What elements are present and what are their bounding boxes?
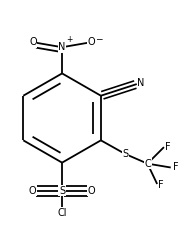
Text: −: − bbox=[95, 34, 103, 43]
Text: C: C bbox=[145, 159, 151, 169]
Text: F: F bbox=[173, 163, 179, 173]
Text: N: N bbox=[137, 78, 145, 88]
Text: S: S bbox=[59, 186, 65, 196]
Text: N: N bbox=[58, 42, 66, 52]
Text: O: O bbox=[88, 37, 96, 47]
Text: F: F bbox=[165, 142, 171, 152]
Text: O: O bbox=[88, 186, 96, 196]
Text: F: F bbox=[158, 180, 164, 190]
Text: +: + bbox=[66, 35, 73, 44]
Text: O: O bbox=[29, 186, 36, 196]
Text: S: S bbox=[123, 149, 129, 159]
Text: O: O bbox=[29, 37, 37, 47]
Text: Cl: Cl bbox=[57, 208, 67, 218]
